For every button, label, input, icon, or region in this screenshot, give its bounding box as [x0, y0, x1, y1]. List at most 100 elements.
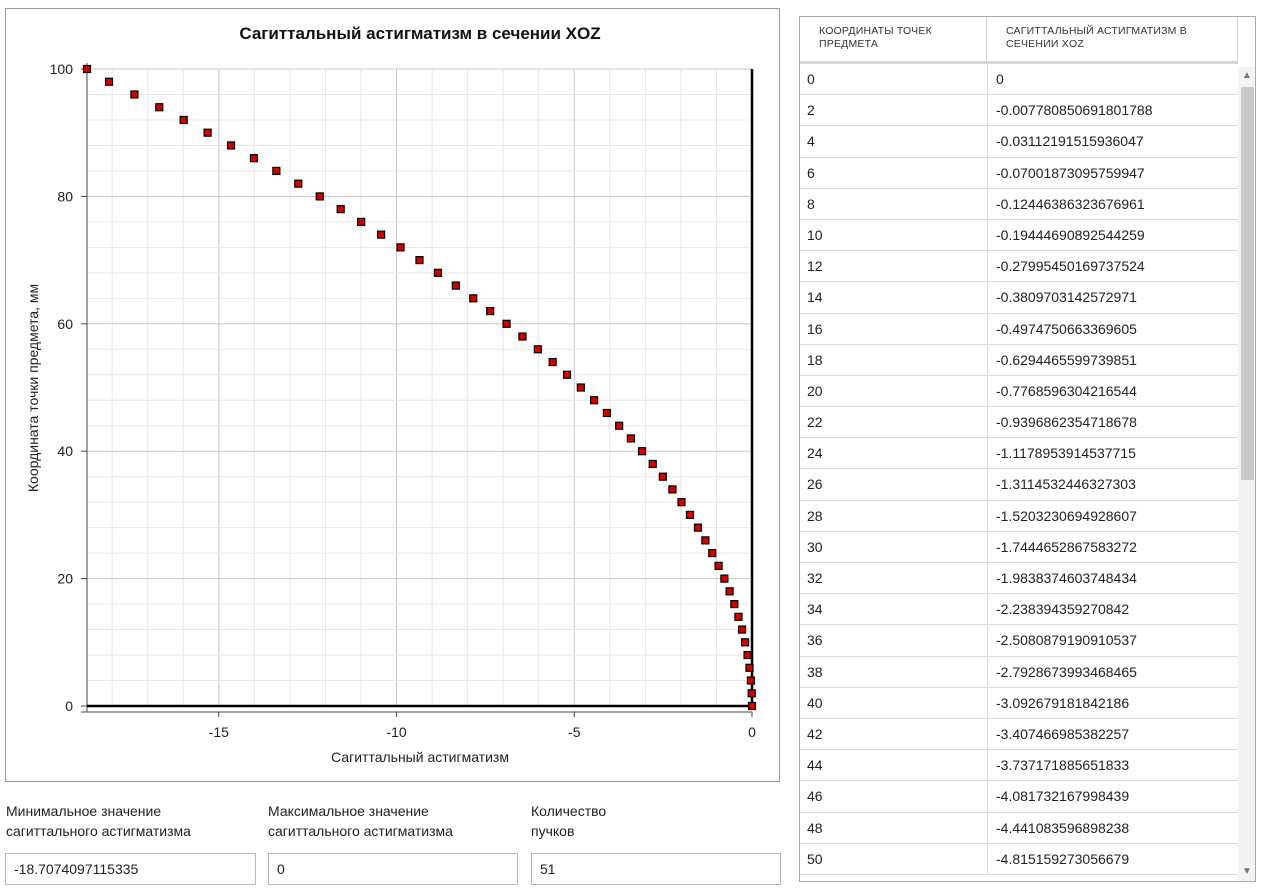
- column-header-object-coords[interactable]: КООРДИНАТЫ ТОЧЕК ПРЕДМЕТА: [800, 17, 987, 61]
- table-row[interactable]: 36 -2.5080879190910537: [800, 625, 1238, 657]
- cell-sagittal-astigmatism[interactable]: -1.1178953914537715: [987, 438, 1238, 469]
- cell-sagittal-astigmatism[interactable]: -0.7768596304216544: [987, 375, 1238, 407]
- cell-object-coord[interactable]: 50: [807, 850, 823, 867]
- cell-sagittal-astigmatism[interactable]: -1.7444652867583272: [987, 531, 1238, 562]
- cell-sagittal-astigmatism[interactable]: -2.7928673993468465: [987, 656, 1238, 687]
- cell-sagittal-astigmatism[interactable]: -1.5203230694928607: [987, 500, 1238, 531]
- chart-panel: Сагиттальный астигматизм в сечении XOZ -…: [5, 8, 780, 782]
- table-row[interactable]: 28 -1.5203230694928607: [800, 500, 1238, 532]
- cell-sagittal-astigmatism[interactable]: -1.3114532446327303: [987, 469, 1238, 500]
- cell-object-coord[interactable]: 8: [807, 195, 815, 212]
- cell-sagittal-astigmatism[interactable]: -3.407466985382257: [987, 718, 1238, 750]
- table-row[interactable]: 2 -0.007780850691801788: [800, 95, 1238, 127]
- data-points: [82, 64, 757, 711]
- cell-object-coord[interactable]: 16: [807, 320, 823, 337]
- scroll-up-arrow-icon[interactable]: ▲: [1242, 70, 1252, 81]
- table-row[interactable]: 44 -3.737171885651833: [800, 750, 1238, 782]
- table-row[interactable]: 42 -3.407466985382257: [800, 718, 1238, 751]
- cell-sagittal-astigmatism[interactable]: -0.12446386323676961: [987, 188, 1238, 219]
- table-row[interactable]: 48 -4.441083596898238: [800, 812, 1238, 844]
- cell-object-coord[interactable]: 48: [807, 819, 823, 836]
- table-row[interactable]: 20 -0.7768596304216544: [800, 375, 1238, 408]
- data-point: [130, 90, 139, 99]
- max-value-field[interactable]: 0: [268, 853, 518, 885]
- scroll-down-arrow-icon[interactable]: ▼: [1242, 866, 1252, 877]
- cell-object-coord[interactable]: 38: [807, 663, 823, 680]
- table-row[interactable]: 22 -0.9396862354718678: [800, 407, 1238, 439]
- cell-object-coord[interactable]: 6: [807, 164, 815, 181]
- y-tick-label: 80: [57, 188, 73, 204]
- cell-sagittal-astigmatism[interactable]: -0.007780850691801788: [987, 95, 1238, 126]
- x-tick-label: -10: [386, 724, 406, 740]
- table-row[interactable]: 38 -2.7928673993468465: [800, 656, 1238, 688]
- table-row[interactable]: 30 -1.7444652867583272: [800, 531, 1238, 563]
- cell-object-coord[interactable]: 2: [807, 102, 815, 119]
- cell-object-coord[interactable]: 28: [807, 507, 823, 524]
- cell-object-coord[interactable]: 20: [807, 382, 823, 399]
- max-value-label: Максимальное значение сагиттального асти…: [268, 803, 453, 839]
- cell-object-coord[interactable]: 14: [807, 289, 823, 306]
- cell-object-coord[interactable]: 4: [807, 133, 815, 150]
- cell-object-coord[interactable]: 32: [807, 570, 823, 586]
- cell-sagittal-astigmatism[interactable]: -0.6294465599739851: [987, 344, 1238, 375]
- table-row[interactable]: 18 -0.6294465599739851: [800, 344, 1238, 376]
- cell-object-coord[interactable]: 24: [807, 445, 823, 462]
- data-point: [294, 179, 303, 188]
- table-row[interactable]: 8 -0.12446386323676961: [800, 188, 1238, 220]
- cell-sagittal-astigmatism[interactable]: -0.4974750663369605: [987, 313, 1238, 344]
- table-row[interactable]: 12 -0.27995450169737524: [800, 251, 1238, 283]
- data-point: [658, 472, 667, 481]
- vertical-scrollbar[interactable]: ▲ ▼: [1238, 67, 1255, 881]
- cell-object-coord[interactable]: 40: [807, 694, 823, 711]
- cell-sagittal-astigmatism[interactable]: -0.27995450169737524: [987, 251, 1238, 282]
- table-row[interactable]: 14 -0.3809703142572971: [800, 282, 1238, 314]
- cell-sagittal-astigmatism[interactable]: -4.081732167998439: [987, 781, 1238, 812]
- cell-sagittal-astigmatism[interactable]: -2.5080879190910537: [987, 625, 1238, 656]
- cell-sagittal-astigmatism[interactable]: -0.19444690892544259: [987, 219, 1238, 251]
- min-value-field[interactable]: -18.7074097115335: [5, 853, 256, 885]
- beam-count-field[interactable]: 51: [531, 853, 781, 885]
- cell-sagittal-astigmatism[interactable]: -0.9396862354718678: [987, 407, 1238, 438]
- table-row[interactable]: 16 -0.4974750663369605: [800, 313, 1238, 345]
- cell-object-coord[interactable]: 34: [807, 601, 823, 618]
- table-row[interactable]: 50 -4.815159273056679: [800, 843, 1238, 875]
- table-row[interactable]: 24 -1.1178953914537715: [800, 438, 1238, 470]
- cell-sagittal-astigmatism[interactable]: -3.737171885651833: [987, 750, 1238, 781]
- cell-object-coord[interactable]: 0: [807, 71, 815, 87]
- cell-object-coord[interactable]: 22: [807, 414, 823, 431]
- data-grid[interactable]: КООРДИНАТЫ ТОЧЕК ПРЕДМЕТА САГИТТАЛЬНЫЙ А…: [799, 16, 1256, 882]
- cell-sagittal-astigmatism[interactable]: -4.815159273056679: [987, 843, 1238, 874]
- table-row[interactable]: 40 -3.092679181842186: [800, 687, 1238, 719]
- cell-object-coord[interactable]: 46: [807, 788, 823, 805]
- cell-object-coord[interactable]: 36: [807, 632, 823, 649]
- cell-object-coord[interactable]: 10: [807, 226, 823, 243]
- column-header-sagittal-astigmatism[interactable]: САГИТТАЛЬНЫЙ АСТИГМАТИЗМ В СЕЧЕНИИ XOZ: [987, 17, 1238, 61]
- cell-sagittal-astigmatism[interactable]: -0.3809703142572971: [987, 282, 1238, 313]
- data-point: [590, 396, 599, 405]
- cell-object-coord[interactable]: 44: [807, 757, 823, 774]
- x-tick-label: 0: [748, 724, 756, 740]
- cell-sagittal-astigmatism[interactable]: -1.9838374603748434: [987, 563, 1238, 594]
- cell-sagittal-astigmatism[interactable]: -0.07001873095759947: [987, 157, 1238, 188]
- cell-object-coord[interactable]: 26: [807, 476, 823, 493]
- cell-sagittal-astigmatism[interactable]: 0: [987, 64, 1238, 95]
- table-row[interactable]: 10 -0.19444690892544259: [800, 219, 1238, 252]
- chart-title: Сагиттальный астигматизм в сечении XOZ: [239, 24, 600, 43]
- data-point: [415, 256, 424, 265]
- table-row[interactable]: 6 -0.07001873095759947: [800, 157, 1238, 189]
- cell-sagittal-astigmatism[interactable]: -4.441083596898238: [987, 812, 1238, 843]
- cell-object-coord[interactable]: 42: [807, 725, 823, 742]
- cell-object-coord[interactable]: 18: [807, 351, 823, 368]
- table-row[interactable]: 4 -0.03112191515936047: [800, 126, 1238, 158]
- table-row[interactable]: 46 -4.081732167998439: [800, 781, 1238, 813]
- cell-object-coord[interactable]: 12: [807, 258, 823, 275]
- scrollbar-thumb[interactable]: [1241, 87, 1254, 480]
- cell-sagittal-astigmatism[interactable]: -0.03112191515936047: [987, 126, 1238, 157]
- table-row[interactable]: 34 -2.238394359270842: [800, 594, 1238, 626]
- cell-sagittal-astigmatism[interactable]: -2.238394359270842: [987, 594, 1238, 625]
- cell-sagittal-astigmatism[interactable]: -3.092679181842186: [987, 687, 1238, 718]
- table-row[interactable]: 32 -1.9838374603748434: [800, 563, 1238, 595]
- cell-object-coord[interactable]: 30: [807, 538, 823, 555]
- table-row[interactable]: 26 -1.3114532446327303: [800, 469, 1238, 501]
